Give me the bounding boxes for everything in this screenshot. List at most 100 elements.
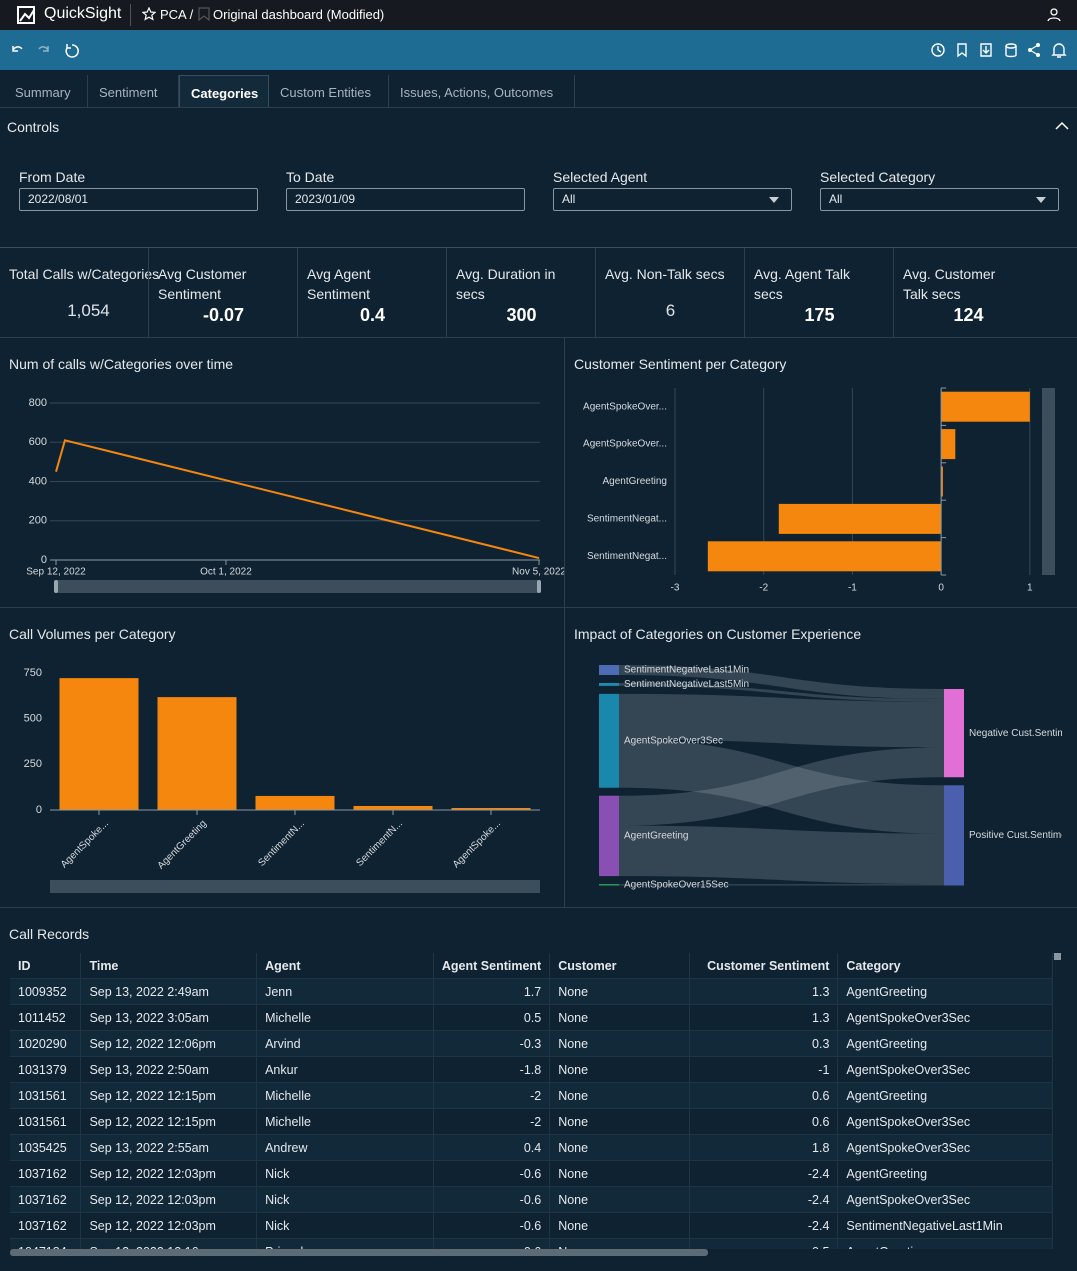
x-tick-label: -2 — [759, 583, 768, 594]
range-slider[interactable] — [56, 580, 540, 593]
bar — [941, 429, 956, 460]
table-cell: 1031379 — [10, 1056, 82, 1083]
tab[interactable]: Custom Entities — [269, 75, 389, 107]
kpi-value: 124 — [953, 305, 984, 325]
y-tick-label: 400 — [29, 475, 47, 487]
table-cell: -1 — [689, 1056, 839, 1083]
chart: 0 200 400 600 800 Sep 12, 2022 Oct 1, 2022 Nov … — [26, 397, 564, 593]
dropdown[interactable]: All — [553, 188, 792, 211]
x-tick-label: -1 — [848, 583, 857, 594]
date-input[interactable]: 2023/01/09 — [286, 188, 525, 211]
tab[interactable]: Summary — [4, 75, 88, 107]
table-cell: 0.5 — [689, 1238, 839, 1249]
chart-title: Customer Sentiment per Category — [574, 356, 787, 372]
table-cell: Nick — [256, 1212, 434, 1239]
y-tick-label: 750 — [24, 667, 42, 679]
category-label: SentimentNegat... — [587, 551, 667, 562]
table-row: 1031379 Sep 13, 2022 2:50am Ankur -1.8 None -… — [10, 1056, 1053, 1083]
node-label: Positive Cust.Sentiment — [969, 830, 1062, 841]
column-header[interactable]: Customer — [549, 953, 690, 979]
table-cell: AgentSpokeOver3Sec — [837, 1108, 1053, 1135]
date-input[interactable]: 2022/08/01 — [19, 188, 258, 211]
table-cell: 1037162 — [10, 1160, 82, 1187]
v-scrollbar[interactable] — [1042, 388, 1055, 575]
sankey-link — [619, 739, 944, 834]
table-cell: Nick — [256, 1160, 434, 1187]
column-header[interactable]: Agent — [256, 953, 434, 979]
category-label: AgentSpokeOver... — [583, 439, 667, 450]
table-cell: Sep 12, 2022 12:15pm — [80, 1108, 258, 1135]
table-cell: -0.3 — [433, 1030, 551, 1057]
category-label: AgentSpokeOver... — [583, 401, 667, 412]
bar — [941, 391, 1030, 422]
kpi-label: Avg Customer Sentiment — [158, 266, 247, 302]
kpi-divider — [744, 248, 745, 337]
x-tick-label: SentimentN... — [256, 818, 307, 869]
table-row: 1031561 Sep 12, 2022 12:15pm Michelle -2 Non… — [10, 1082, 1053, 1109]
column-header[interactable]: ID — [10, 953, 82, 979]
sankey-node — [599, 683, 619, 686]
table-body: 1009352 Sep 13, 2022 2:49am Jenn 1.7 None 1.3… — [10, 978, 1053, 1249]
links — [619, 665, 944, 886]
x-tick-label: Sep 12, 2022 — [26, 567, 86, 578]
tab[interactable]: Issues, Actions, Outcomes — [389, 75, 575, 107]
tab[interactable]: Sentiment — [88, 75, 179, 107]
kpi-value: 1,054 — [67, 301, 110, 320]
bookmark-icon — [198, 7, 210, 21]
breadcrumb[interactable]: PCA / — [160, 7, 194, 22]
sankey-link — [619, 747, 944, 826]
table-cell: 0.4 — [433, 1134, 551, 1161]
node-label: AgentGreeting — [624, 831, 689, 842]
column-header[interactable]: Time — [80, 953, 258, 979]
column-header[interactable]: Customer Sentiment — [689, 953, 839, 979]
sankey-link — [619, 884, 944, 886]
table-row: 1037162 Sep 12, 2022 12:03pm Nick -0.6 None -… — [10, 1160, 1053, 1187]
node-label: AgentSpokeOver15Sec — [624, 879, 729, 890]
slider-handle[interactable] — [54, 580, 58, 593]
table-cell: AgentSpokeOver3Sec — [837, 1056, 1053, 1083]
collapse-icon[interactable] — [1055, 121, 1069, 131]
table-cell: 1047184 — [10, 1238, 82, 1249]
table-row: 1047184Sep 12, 2022 12:16pmPriyank0.6Non… — [10, 1238, 1053, 1249]
star-icon[interactable] — [142, 7, 156, 21]
table-cell: 1037162 — [10, 1186, 82, 1213]
sankey-link — [619, 693, 944, 748]
column-header[interactable]: Agent Sentiment — [433, 953, 551, 979]
table-cell: 1.7 — [433, 978, 551, 1005]
slider-handle[interactable] — [537, 580, 541, 593]
h-scrollbar[interactable] — [50, 880, 540, 893]
kpi-divider — [595, 248, 596, 337]
node-label: SentimentNegativeLast5Min — [624, 679, 749, 690]
table-row: 1035425 Sep 13, 2022 2:55am Andrew 0.4 None 1… — [10, 1134, 1053, 1161]
dropdown[interactable]: All — [820, 188, 1059, 211]
toolbar-actions[interactable] — [930, 42, 1070, 58]
sankey-node — [599, 884, 619, 886]
kpi-divider — [446, 248, 447, 337]
column-header[interactable]: Category — [837, 953, 1053, 979]
scroll-thumb[interactable] — [1054, 953, 1061, 960]
table-cell: 0.5 — [433, 1004, 551, 1031]
logo — [17, 6, 35, 24]
history-controls[interactable] — [10, 42, 80, 58]
tab[interactable]: Categories — [179, 75, 269, 107]
kpi-value: 300 — [506, 305, 537, 325]
table-cell: None — [549, 1212, 690, 1239]
caret — [1036, 197, 1046, 203]
caret — [769, 197, 779, 203]
table-cell: -1.8 — [433, 1056, 551, 1083]
table-cell: Sep 12, 2022 12:03pm — [80, 1212, 258, 1239]
user-icon[interactable] — [1046, 7, 1062, 23]
table-cell: Nick — [256, 1186, 434, 1213]
x-tick-label: AgentSpoke... — [451, 818, 503, 870]
h-scrollbar[interactable] — [10, 1249, 708, 1256]
table-cell: Sep 13, 2022 2:55am — [80, 1134, 258, 1161]
y-tick-label: 250 — [24, 758, 42, 770]
table-cell: Andrew — [256, 1134, 434, 1161]
controls-title: Controls — [7, 119, 60, 135]
table-cell: None — [549, 1030, 690, 1057]
table-cell: AgentGreeting — [837, 1238, 1053, 1249]
sankey-node — [944, 689, 964, 778]
table-cell: Michelle — [256, 1004, 434, 1031]
table-row: 1031561 Sep 12, 2022 12:15pm Michelle -2 Non… — [10, 1108, 1053, 1135]
